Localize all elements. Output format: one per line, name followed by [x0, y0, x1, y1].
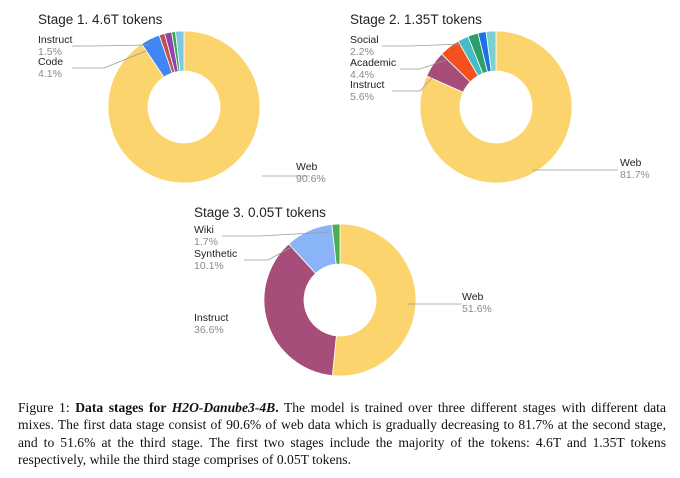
stage-2-instruct-leader — [392, 77, 433, 92]
stage-3-synthetic-leader — [244, 246, 293, 261]
stage-3-chart: Stage 3. 0.05T tokens Wiki 1.7% Syntheti… — [194, 205, 492, 377]
stage-2-instruct-label: Instruct — [350, 79, 385, 91]
stage-2-academic-leader — [400, 59, 447, 70]
stage-1-code-label: Code — [38, 56, 63, 68]
stage-1-instruct-pct: 1.5% — [38, 46, 62, 58]
stage-3-donut — [263, 223, 417, 377]
stage-2-chart: Stage 2. 1.35T tokens Social 2.2% Academ… — [350, 12, 650, 184]
data-stages-figure: Stage 1. 4.6T tokens Instruct 1.5% Code … — [38, 12, 650, 377]
caption-bold-text: Data stages for — [75, 400, 172, 415]
stage-3-web-pct: 51.6% — [462, 303, 492, 315]
stage-2-academic-label: Academic — [350, 57, 396, 69]
caption-bold-period: . — [275, 400, 279, 415]
stage-3-wiki-pct: 1.7% — [194, 236, 218, 248]
stage-3-synthetic-pct: 10.1% — [194, 260, 224, 272]
stage-1-donut — [107, 30, 261, 184]
stage-1-slice-other-5 — [174, 30, 185, 72]
stage-1-slice-web — [107, 30, 261, 184]
stage-3-title: Stage 3. 0.05T tokens — [194, 205, 326, 220]
stage-2-title: Stage 2. 1.35T tokens — [350, 12, 482, 27]
caption-model-name: H2O-Danube3-4B — [171, 400, 276, 415]
caption-body: The model is trained over three differen… — [18, 400, 666, 467]
caption-prefix: Figure 1: — [18, 400, 76, 415]
stage-2-social-leader — [382, 43, 463, 47]
stage-2-web-label: Web — [620, 157, 642, 169]
stage-3-wiki-label: Wiki — [194, 224, 214, 236]
stage-2-slice-other-6 — [485, 30, 497, 72]
stage-1-web-label: Web — [296, 161, 318, 173]
stage-3-instruct-label: Instruct — [194, 312, 229, 324]
figure-caption: Figure 1: Data stages for H2O-Danube3-4B… — [18, 399, 666, 468]
stage-1-instruct-leader — [72, 44, 151, 47]
stage-2-academic-pct: 4.4% — [350, 69, 374, 81]
caption-bold: Data stages for H2O-Danube3-4B. — [75, 400, 278, 415]
stage-1-code-leader — [72, 50, 147, 69]
stage-2-social-pct: 2.2% — [350, 46, 374, 58]
stage-3-web-label: Web — [462, 291, 484, 303]
stage-1-chart: Stage 1. 4.6T tokens Instruct 1.5% Code … — [38, 12, 326, 185]
stage-2-instruct-pct: 5.6% — [350, 91, 374, 103]
stage-2-slice-web — [419, 30, 573, 184]
stage-3-slice-wiki — [331, 223, 341, 265]
stage-2-web-pct: 81.7% — [620, 169, 650, 181]
stage-2-donut — [419, 30, 573, 184]
stage-3-wiki-leader — [222, 231, 331, 237]
stage-2-social-label: Social — [350, 34, 379, 46]
stage-1-instruct-label: Instruct — [38, 34, 73, 46]
stage-1-code-pct: 4.1% — [38, 68, 62, 80]
stage-3-synthetic-label: Synthetic — [194, 248, 237, 260]
stage-3-instruct-pct: 36.6% — [194, 324, 224, 336]
stage-3-slice-web — [331, 223, 417, 377]
stage-1-title: Stage 1. 4.6T tokens — [38, 12, 163, 27]
stage-1-web-pct: 90.6% — [296, 173, 326, 185]
